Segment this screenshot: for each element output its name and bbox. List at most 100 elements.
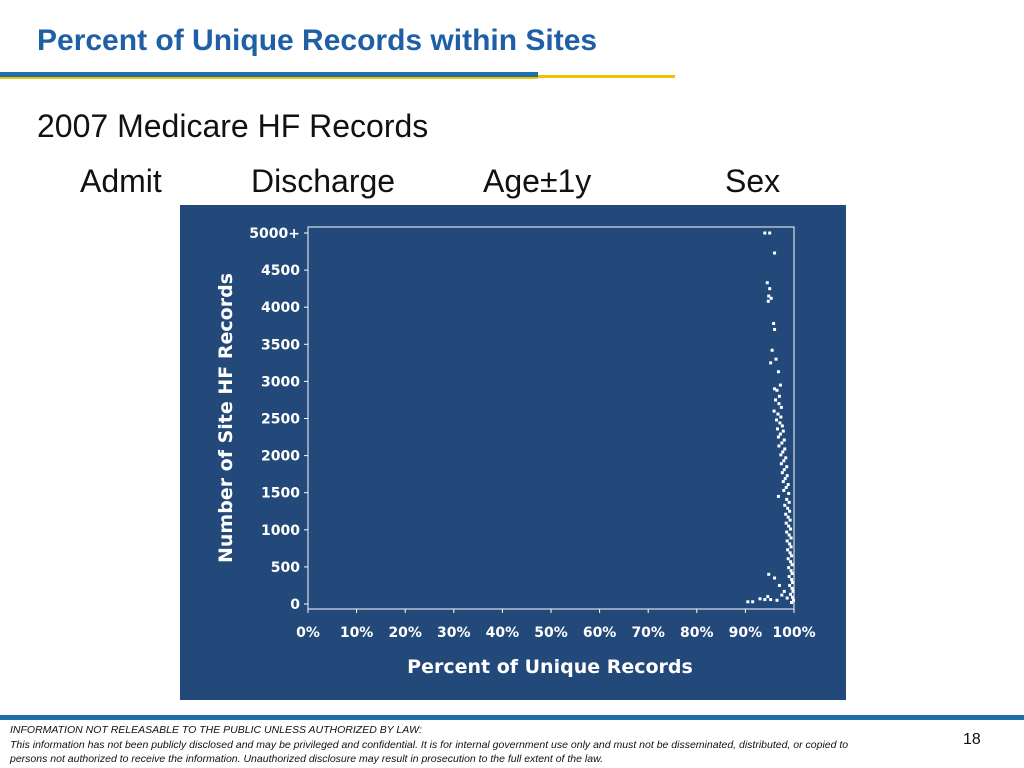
data-point	[777, 394, 781, 398]
data-point	[768, 231, 772, 235]
data-point	[782, 589, 786, 593]
data-point	[776, 370, 780, 374]
data-point	[775, 418, 779, 422]
data-point	[785, 539, 789, 543]
data-point	[789, 527, 793, 531]
data-point	[789, 545, 793, 549]
data-point	[782, 488, 786, 492]
y-tick-label: 2000	[261, 449, 300, 465]
data-point	[779, 453, 783, 457]
data-point	[768, 287, 772, 291]
data-point	[780, 441, 784, 445]
data-point	[790, 563, 794, 567]
data-point	[784, 486, 788, 490]
slide-subtitle: 2007 Medicare HF Records	[37, 108, 429, 144]
data-point	[780, 424, 784, 428]
data-point	[780, 593, 784, 597]
data-point	[790, 554, 794, 558]
x-tick-label: 70%	[631, 625, 665, 641]
data-point	[770, 348, 774, 352]
y-tick-label: 0	[290, 597, 300, 613]
data-point	[783, 447, 787, 451]
data-point	[784, 512, 788, 516]
data-point	[784, 456, 788, 460]
data-point	[787, 566, 791, 570]
data-point	[782, 459, 786, 463]
data-point	[786, 557, 790, 561]
data-point	[782, 468, 786, 472]
scatter-chart-svg: 0 500 1000 1500 2000 2500 3000 3500 4000 4500 5000…	[180, 205, 846, 700]
data-point	[784, 521, 788, 525]
footer-bar	[0, 715, 1024, 720]
field-label-sex: Sex	[725, 163, 781, 199]
data-point	[763, 231, 767, 235]
data-point	[790, 586, 794, 590]
data-point	[778, 421, 782, 425]
scatter-chart: 0 500 1000 1500 2000 2500 3000 3500 4000 4500 5000…	[180, 205, 846, 700]
data-point	[776, 435, 780, 439]
x-tick-label: 60%	[583, 625, 617, 641]
x-tick-label: 10%	[340, 625, 374, 641]
x-tick-label: 20%	[388, 625, 422, 641]
y-tick-label: 4500	[261, 263, 300, 279]
y-tick-label: 3500	[261, 337, 300, 353]
data-point	[769, 361, 773, 365]
data-point	[776, 412, 780, 416]
data-point	[789, 592, 793, 596]
data-point	[783, 477, 787, 481]
data-point	[788, 518, 792, 522]
x-tick-label: 50%	[534, 625, 568, 641]
data-point	[779, 415, 783, 419]
x-tick-label: 90%	[729, 625, 763, 641]
data-point	[773, 576, 777, 580]
data-point	[766, 595, 770, 599]
data-point	[785, 465, 789, 469]
y-axis-label: Number of Site HF Records	[215, 273, 237, 563]
y-tick-label: 500	[271, 560, 300, 576]
field-label-age: Age±1y	[483, 163, 592, 199]
data-point	[786, 483, 790, 487]
data-point	[779, 405, 783, 409]
data-point	[777, 402, 781, 406]
data-point	[789, 569, 793, 573]
data-point	[787, 500, 791, 504]
data-point	[776, 494, 780, 498]
data-point	[766, 299, 770, 303]
data-point	[785, 497, 789, 501]
data-point	[779, 462, 783, 466]
x-tick-label: 100%	[772, 625, 815, 641]
data-point	[785, 596, 789, 600]
data-point	[788, 542, 792, 546]
data-point	[790, 572, 794, 576]
x-tick-label: 80%	[680, 625, 714, 641]
data-point	[767, 294, 771, 298]
data-point	[769, 296, 773, 300]
data-point	[786, 506, 790, 510]
data-point	[787, 533, 791, 537]
title-rule-yellow	[538, 75, 675, 78]
data-point	[790, 578, 794, 582]
data-point	[791, 589, 795, 593]
data-point	[758, 597, 762, 601]
footer-disclaimer: This information has not been publicly d…	[10, 739, 849, 765]
data-point	[791, 595, 795, 599]
data-point	[781, 450, 785, 454]
data-point	[788, 551, 792, 555]
y-tick-label: 4000	[261, 300, 300, 316]
data-point	[791, 580, 795, 584]
page-number: 18	[963, 731, 981, 748]
x-tick-label: 40%	[486, 625, 520, 641]
data-point	[763, 598, 767, 602]
data-point	[774, 398, 778, 402]
data-point	[773, 387, 777, 391]
data-point	[786, 548, 790, 552]
slide-title: Percent of Unique Records within Sites	[37, 24, 598, 57]
x-tick-label: 30%	[437, 625, 471, 641]
data-point	[780, 471, 784, 475]
title-rule-blue	[0, 72, 538, 77]
data-point	[781, 480, 785, 484]
data-point	[765, 281, 769, 285]
data-point	[775, 388, 779, 392]
data-point	[774, 357, 778, 361]
data-point	[789, 560, 793, 564]
